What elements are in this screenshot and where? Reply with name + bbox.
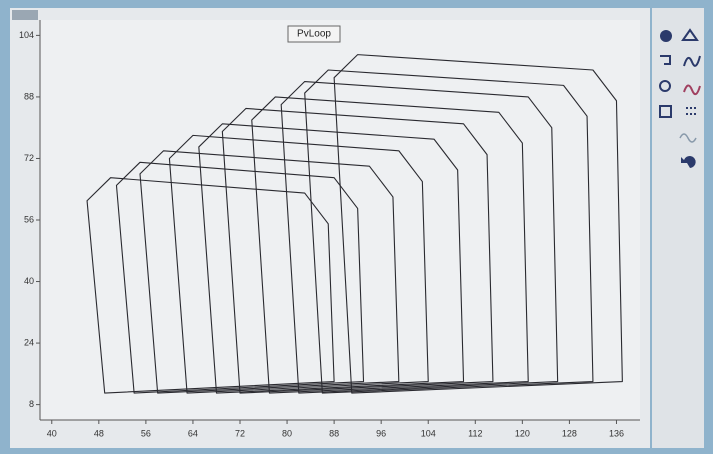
y-tick-label: 24 <box>24 337 34 347</box>
y-tick-label: 8 <box>29 399 34 409</box>
y-tick-label: 40 <box>24 276 34 286</box>
x-tick-label: 104 <box>421 428 436 438</box>
x-tick-label: 88 <box>329 428 339 438</box>
x-tick-label: 80 <box>282 428 292 438</box>
chart-title: PvLoop <box>297 29 331 40</box>
x-tick-label: 120 <box>515 428 530 438</box>
x-tick-label: 72 <box>235 428 245 438</box>
x-tick-label: 96 <box>376 428 386 438</box>
x-tick-label: 64 <box>188 428 198 438</box>
x-tick-label: 128 <box>562 428 577 438</box>
x-tick-label: 48 <box>94 428 104 438</box>
y-tick-label: 88 <box>24 91 34 101</box>
toolbar-bg <box>652 8 704 448</box>
tool-icon[interactable] <box>660 30 672 42</box>
plot-area <box>40 20 640 420</box>
tab[interactable] <box>12 10 38 20</box>
y-tick-label: 56 <box>24 214 34 224</box>
x-tick-label: 40 <box>47 428 57 438</box>
x-tick-label: 56 <box>141 428 151 438</box>
x-tick-label: 136 <box>609 428 624 438</box>
x-tick-label: 112 <box>468 428 482 438</box>
toolbar <box>652 8 704 448</box>
y-tick-label: 72 <box>24 153 34 163</box>
y-tick-label: 104 <box>19 30 34 40</box>
screen: PvLoop 40 48 56 64 72 80 88 96 104 112 120 128 136 8 2… <box>0 0 713 454</box>
